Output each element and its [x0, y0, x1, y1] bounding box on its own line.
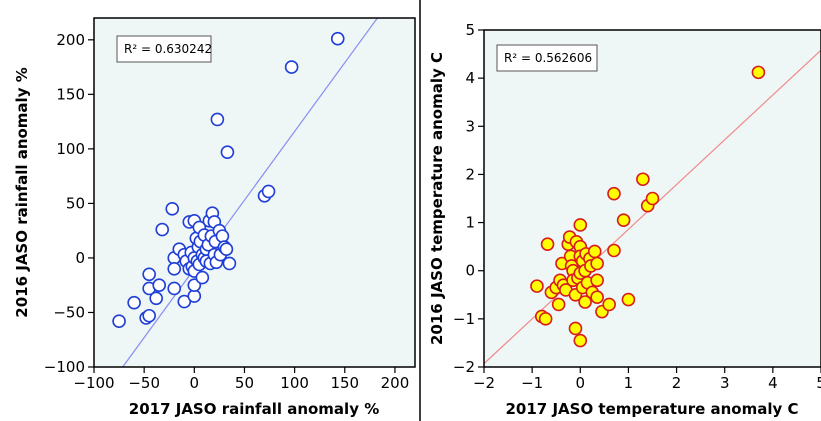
rainfall-data-point	[195, 270, 210, 285]
temperature-data-point	[751, 65, 766, 80]
temperature-data-point	[587, 244, 602, 259]
rainfall-scatter-panel: −100 −50 0 50 100 150 200 −100−50050100150200 …	[13, 17, 416, 418]
rainfall-data-point	[167, 281, 182, 296]
rainfall-y-tick-label: −50	[53, 303, 85, 321]
temperature-x-axis-title: 2017 JASO temperature anomaly C	[506, 400, 799, 418]
temperature-data-point	[568, 321, 583, 336]
temperature-data-point	[645, 191, 660, 206]
temperature-data-point	[607, 243, 621, 258]
temperature-x-tick-label: 1	[624, 374, 634, 392]
temperature-scatter-panel: −2 −1 0 1 2 3 4 5 −2 −1 0 1 2 3 4 5 2017 JASO temperat…	[428, 21, 821, 418]
rainfall-x-tick-label: 0	[190, 374, 200, 392]
rainfall-r2-box: R² = 0.630242	[116, 35, 212, 63]
temperature-data-point	[538, 312, 553, 326]
rainfall-x-tick-label: 200	[381, 374, 410, 392]
rainfall-data-point	[261, 184, 276, 199]
temperature-data-point	[540, 237, 555, 252]
temperature-y-tick-label: 1	[465, 214, 475, 232]
rainfall-x-tick-label: 150	[330, 374, 359, 392]
temperature-data-point	[607, 186, 621, 201]
rainfall-r2-label: R² = 0.630242	[124, 42, 212, 56]
rainfall-y-axis-title: 2016 JASO rainfall anomaly %	[13, 67, 31, 317]
rainfall-data-point	[222, 256, 237, 271]
rainfall-data-point	[187, 278, 202, 293]
rainfall-data-point	[167, 262, 182, 276]
rainfall-data-point	[219, 242, 234, 257]
rainfall-y-tick-label: 100	[56, 140, 85, 158]
temperature-data-point	[590, 256, 604, 271]
rainfall-y-tick-label: 200	[56, 31, 85, 49]
temperature-x-tick-label: −2	[473, 374, 495, 392]
rainfall-y-tick-label: 150	[56, 85, 85, 103]
rainfall-x-axis-title: 2017 JASO rainfall anomaly %	[129, 400, 379, 418]
temperature-y-tick-label: 3	[465, 117, 475, 135]
temperature-r2-label: R² = 0.562606	[504, 51, 592, 65]
temperature-data-point	[616, 213, 631, 227]
temperature-x-tick-label: 4	[768, 374, 778, 392]
rainfall-data-point	[165, 202, 180, 216]
rainfall-x-tick-label: −50	[128, 374, 160, 392]
temperature-y-tick-label: 2	[465, 165, 475, 183]
temperature-r2-box: R² = 0.562606	[496, 44, 598, 72]
rainfall-y-tick-label: 0	[75, 249, 85, 267]
rainfall-data-point	[112, 314, 126, 328]
rainfall-data-point	[127, 295, 141, 310]
temperature-x-tick-label: 3	[720, 374, 730, 392]
rainfall-x-tick-label: 50	[235, 374, 254, 392]
rainfall-data-point	[215, 229, 230, 243]
temperature-data-point	[573, 218, 588, 232]
rainfall-x-tick-label: 100	[280, 374, 309, 392]
temperature-data-point	[590, 290, 604, 304]
rainfall-data-point	[142, 308, 156, 323]
rainfall-data-point	[149, 291, 163, 306]
rainfall-data-point	[220, 145, 235, 159]
rainfall-data-point	[155, 222, 170, 237]
temperature-data-point	[530, 279, 544, 293]
temperature-y-axis-title: 2016 JASO temperature anomaly C	[428, 52, 446, 345]
rainfall-x-tick-label: −100	[73, 374, 114, 392]
rainfall-y-tick-label: −100	[44, 358, 85, 376]
temperature-data-point	[578, 295, 592, 309]
rainfall-data-point	[152, 278, 167, 293]
temperature-data-point	[590, 273, 604, 288]
temperature-y-tick-label: −2	[453, 358, 475, 376]
rainfall-y-tick-label: 50	[66, 194, 85, 212]
temperature-x-tick-label: 2	[672, 374, 682, 392]
temperature-y-tick-label: 5	[465, 21, 475, 39]
temperature-data-point	[602, 297, 616, 312]
temperature-data-point	[551, 297, 566, 312]
rainfall-data-point	[142, 267, 156, 282]
temperature-data-point	[573, 333, 588, 348]
rainfall-plot-frame	[93, 17, 416, 368]
rainfall-regression-line	[121, 18, 379, 367]
temperature-y-tick-label: −1	[453, 310, 475, 328]
temperature-x-tick-label: 0	[576, 374, 586, 392]
rainfall-data-point	[330, 31, 345, 46]
rainfall-data-point	[284, 60, 299, 74]
rainfall-data-point	[210, 112, 225, 127]
temperature-y-tick-label: 4	[465, 69, 475, 87]
temperature-x-tick-label: 5	[816, 374, 821, 392]
temperature-y-tick-label: 0	[465, 262, 475, 280]
temperature-data-point	[621, 292, 636, 307]
rainfall-plot-area	[94, 18, 415, 367]
temperature-data-point	[636, 172, 650, 187]
temperature-x-tick-label: −1	[521, 374, 543, 392]
temperature-plot-frame	[483, 29, 821, 368]
